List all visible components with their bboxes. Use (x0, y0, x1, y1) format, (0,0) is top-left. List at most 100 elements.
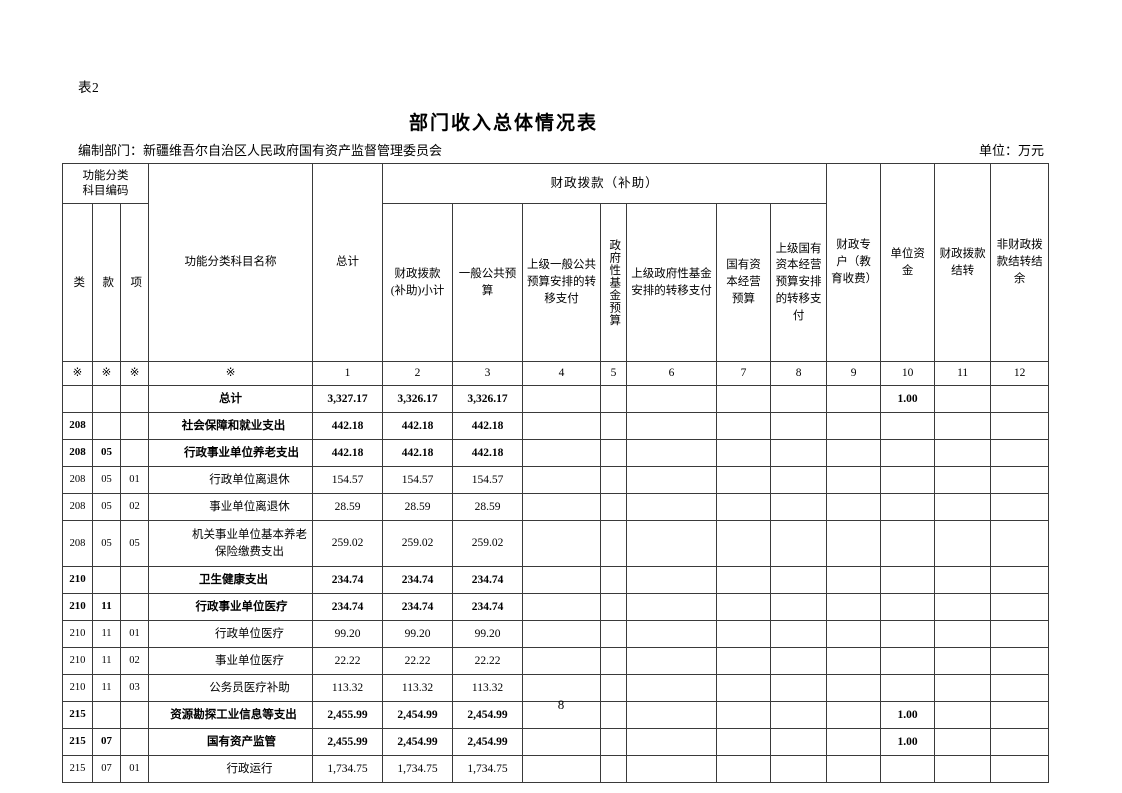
row-subject-name: 行政单位离退休 (148, 466, 314, 494)
row-code-section (92, 701, 121, 729)
row-value-col-4 (522, 412, 602, 440)
row-value-col-12 (990, 520, 1050, 567)
header-code-group-line1: 功能分类 (82, 170, 129, 183)
header-code-section: 款 (92, 203, 121, 362)
row-code-item (119, 593, 150, 621)
row-value-col-12 (990, 566, 1050, 594)
row-value-col-2: 442.18 (382, 412, 454, 440)
row-code-item (119, 412, 150, 440)
row-value-col-8 (770, 520, 828, 567)
row-value-col-2: 3,326.17 (382, 385, 454, 413)
row-code-item (119, 385, 150, 413)
row-value-col-1: 442.18 (312, 439, 384, 467)
row-code-section: 07 (92, 728, 121, 756)
row-code-section: 07 (92, 755, 121, 783)
header-col-4: 上级一般公共预算安排的转移支付 (522, 203, 602, 362)
row-value-col-1: 442.18 (312, 412, 384, 440)
row-code-class: 208 (62, 412, 93, 440)
row-value-col-9 (826, 728, 882, 756)
row-value-col-5 (600, 593, 628, 621)
row-code-item: 02 (119, 647, 150, 675)
row-value-col-5 (600, 493, 628, 521)
row-value-col-2: 259.02 (382, 520, 454, 567)
table-row: 210 11 01 行政单位医疗 99.20 99.20 99.20 (62, 620, 1050, 648)
row-value-col-10: 1.00 (880, 728, 936, 756)
row-value-col-4 (522, 566, 602, 594)
row-code-class: 208 (62, 466, 93, 494)
numbering-cell: 5 (600, 361, 628, 386)
row-value-col-7 (716, 566, 772, 594)
row-subject-name: 社会保障和就业支出 (148, 412, 314, 440)
row-value-col-4 (522, 593, 602, 621)
row-value-col-7 (716, 647, 772, 675)
numbering-cell: 2 (382, 361, 454, 386)
row-value-col-4 (522, 728, 602, 756)
table-row: 208 社会保障和就业支出 442.18 442.18 442.18 (62, 412, 1050, 440)
row-value-col-12 (990, 647, 1050, 675)
row-value-col-12 (990, 493, 1050, 521)
row-value-col-8 (770, 728, 828, 756)
row-value-col-8 (770, 493, 828, 521)
row-value-col-1: 259.02 (312, 520, 384, 567)
row-code-item (119, 728, 150, 756)
table-row: 总计 3,327.17 3,326.17 3,326.17 1.00 (62, 385, 1050, 413)
row-value-col-4 (522, 620, 602, 648)
row-value-col-12 (990, 466, 1050, 494)
compiler-department-label: 编制部门：新疆维吾尔自治区人民政府国有资产监督管理委员会 (78, 143, 443, 158)
numbering-cell: 9 (826, 361, 882, 386)
row-value-col-10 (880, 620, 936, 648)
row-value-col-3: 1,734.75 (452, 755, 524, 783)
table-row: 208 05 行政事业单位养老支出 442.18 442.18 442.18 (62, 439, 1050, 467)
header-col-9-label: 财政专户（教育收费） (831, 239, 878, 285)
numbering-cell: 7 (716, 361, 772, 386)
row-value-col-5 (600, 728, 628, 756)
row-value-col-11 (934, 520, 992, 567)
row-value-col-3: 99.20 (452, 620, 524, 648)
numbering-cell: 10 (880, 361, 936, 386)
numbering-cell: ※ (148, 361, 314, 386)
header-col-12: 非财政拨款结转结余 (990, 163, 1050, 362)
row-value-col-1: 234.74 (312, 593, 384, 621)
row-value-col-11 (934, 493, 992, 521)
table-row: 210 11 行政事业单位医疗 234.74 234.74 234.74 (62, 593, 1050, 621)
row-code-section: 11 (92, 674, 121, 702)
row-subject-name: 事业单位离退休 (148, 493, 314, 521)
row-code-class: 215 (62, 755, 93, 783)
header-fiscal-appropriation-group: 财政拨款（补助） (382, 163, 828, 204)
row-value-col-7 (716, 466, 772, 494)
row-value-col-11 (934, 647, 992, 675)
row-value-col-10 (880, 755, 936, 783)
row-value-col-1: 28.59 (312, 493, 384, 521)
header-subject-name: 功能分类科目名称 (148, 163, 314, 362)
row-subject-name: 行政运行 (148, 755, 314, 783)
row-value-col-12 (990, 620, 1050, 648)
row-value-col-8 (770, 755, 828, 783)
header-col-5-label: 政府性基金预算 (608, 238, 621, 327)
row-value-col-5 (600, 647, 628, 675)
row-value-col-4 (522, 439, 602, 467)
header-col-11-label: 财政拨款结转 (939, 247, 986, 277)
row-subject-name: 事业单位医疗 (148, 647, 314, 675)
row-code-item (119, 439, 150, 467)
row-value-col-1: 113.32 (312, 674, 384, 702)
row-value-col-8 (770, 385, 828, 413)
table-row: 215 资源勘探工业信息等支出 2,455.99 2,454.99 2,454.99 1.… (62, 701, 1050, 729)
numbering-cell: 12 (990, 361, 1050, 386)
row-code-item: 01 (119, 755, 150, 783)
row-value-col-5 (600, 620, 628, 648)
header-col-2-label: 财政拨款(补助)小计 (390, 267, 445, 297)
header-code-item: 项 (119, 203, 150, 362)
row-code-class: 210 (62, 593, 93, 621)
row-value-col-4 (522, 493, 602, 521)
row-subject-name: 行政事业单位医疗 (148, 593, 314, 621)
row-value-col-10 (880, 412, 936, 440)
header-col-7-label: 国有资本经营预算 (726, 259, 761, 305)
row-value-col-12 (990, 412, 1050, 440)
row-value-col-2: 234.74 (382, 593, 454, 621)
row-value-col-11 (934, 412, 992, 440)
row-value-col-10 (880, 593, 936, 621)
row-value-col-11 (934, 385, 992, 413)
row-code-item (119, 566, 150, 594)
numbering-cell: 6 (626, 361, 718, 386)
